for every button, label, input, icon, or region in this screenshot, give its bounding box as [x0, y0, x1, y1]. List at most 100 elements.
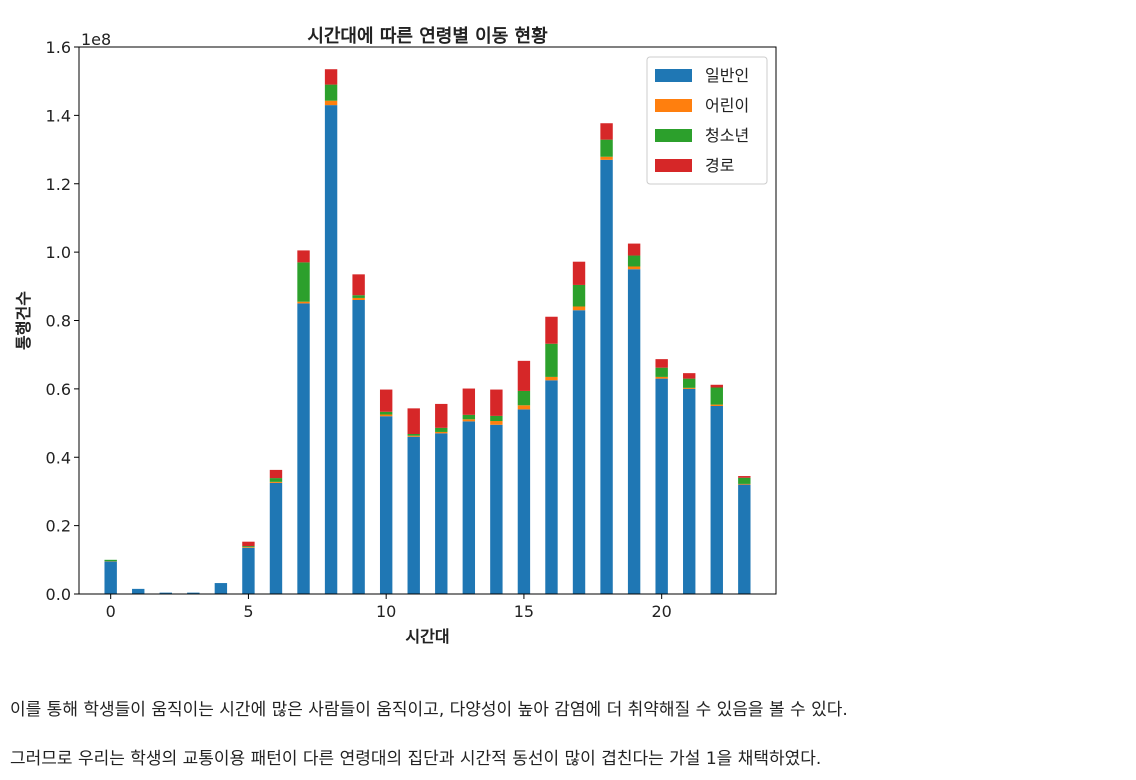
bar-경로-18 — [600, 123, 613, 140]
bar-일반인-12 — [435, 433, 448, 594]
bar-일반인-20 — [655, 378, 668, 594]
bar-일반인-5 — [242, 547, 255, 594]
bars-group — [104, 69, 751, 595]
bar-일반인-16 — [545, 380, 558, 594]
bar-청소년-16 — [545, 343, 558, 377]
legend-swatch-어린이 — [655, 99, 692, 112]
bar-경로-21 — [683, 373, 696, 379]
x-tick-label: 0 — [106, 602, 116, 621]
bar-일반인-1 — [132, 588, 145, 594]
bar-청소년-10 — [379, 411, 393, 415]
bar-경로-19 — [627, 243, 641, 256]
bar-청소년-18 — [600, 139, 613, 157]
bar-경로-17 — [572, 261, 586, 285]
bar-청소년-21 — [683, 378, 696, 388]
paragraph-2: 그러므로 우리는 학생의 교통이용 패턴이 다른 연령대의 집단과 시간적 동선… — [10, 749, 822, 769]
bar-경로-13 — [462, 388, 476, 415]
bar-일반인-19 — [627, 269, 641, 594]
bar-경로-20 — [655, 359, 668, 368]
legend-swatch-청소년 — [655, 129, 692, 142]
y-tick-label: 0.0 — [46, 585, 71, 604]
bar-일반인-2 — [159, 592, 172, 594]
bar-청소년-19 — [627, 255, 641, 267]
bar-어린이-11 — [407, 435, 420, 437]
bar-청소년-7 — [297, 262, 310, 302]
legend-swatch-경로 — [655, 159, 692, 172]
bar-일반인-0 — [104, 561, 117, 594]
bar-청소년-23 — [738, 477, 751, 484]
bar-경로-15 — [517, 360, 531, 391]
bar-어린이-6 — [269, 481, 283, 483]
x-axis-label: 시간대 — [405, 627, 449, 646]
y-tick-label: 0.2 — [46, 517, 71, 536]
x-tick-label: 15 — [514, 602, 534, 621]
legend-label-경로: 경로 — [705, 156, 734, 175]
legend-label-청소년: 청소년 — [705, 126, 749, 145]
bar-일반인-23 — [738, 484, 751, 594]
bar-어린이-22 — [710, 404, 723, 406]
bar-어린이-18 — [600, 156, 613, 160]
bar-어린이-17 — [572, 306, 586, 311]
bar-경로-10 — [379, 389, 393, 412]
bar-청소년-17 — [572, 284, 586, 307]
bar-일반인-8 — [324, 105, 338, 595]
bar-청소년-13 — [462, 414, 476, 420]
bar-일반인-9 — [352, 299, 365, 594]
paragraph-1: 이를 통해 학생들이 움직이는 시간에 많은 사람들이 움직이고, 다양성이 높… — [10, 700, 848, 720]
bar-청소년-14 — [490, 415, 503, 422]
y-offset-label: 1e8 — [81, 30, 111, 49]
bar-일반인-15 — [517, 409, 531, 594]
bar-어린이-16 — [545, 376, 558, 381]
bar-경로-22 — [710, 384, 723, 388]
y-tick-label: 0.8 — [46, 312, 71, 331]
bar-일반인-7 — [297, 303, 310, 594]
bar-어린이-8 — [324, 100, 338, 106]
bar-어린이-23 — [738, 483, 751, 485]
bar-청소년-22 — [710, 387, 723, 405]
x-tick-label: 5 — [243, 602, 253, 621]
bar-경로-16 — [545, 316, 558, 344]
legend-label-일반인: 일반인 — [705, 66, 749, 85]
stacked-bar-chart: 0.0 0.2 0.4 0.6 0.8 1.0 1.2 1.4 1.6 0 5 10 15 20 1e8 시간… — [14, 26, 777, 646]
bar-어린이-7 — [297, 301, 310, 304]
bar-어린이-10 — [379, 414, 393, 417]
y-tick-label: 1.4 — [46, 106, 71, 125]
bar-일반인-13 — [462, 421, 476, 594]
bar-청소년-15 — [517, 390, 531, 406]
bar-일반인-4 — [214, 583, 228, 594]
bar-어린이-12 — [435, 431, 448, 434]
bar-경로-8 — [324, 69, 338, 85]
bar-어린이-14 — [490, 421, 503, 425]
bar-청소년-0 — [104, 559, 117, 562]
bar-일반인-14 — [490, 424, 503, 594]
bar-경로-7 — [297, 250, 310, 263]
bar-일반인-3 — [187, 592, 200, 594]
x-tick-label: 20 — [651, 602, 671, 621]
bar-어린이-15 — [517, 405, 531, 410]
y-axis-label: 통행건수 — [14, 291, 33, 350]
bar-일반인-10 — [379, 416, 393, 594]
bar-어린이-20 — [655, 376, 668, 379]
y-tick-label: 0.6 — [46, 380, 71, 399]
bar-경로-14 — [490, 389, 503, 416]
bar-경로-23 — [738, 476, 751, 478]
bar-청소년-11 — [407, 434, 420, 436]
bar-어린이-5 — [242, 547, 255, 548]
bar-어린이-13 — [462, 419, 476, 422]
bar-경로-12 — [435, 403, 448, 428]
bar-청소년-20 — [655, 367, 668, 377]
y-tick-label: 1.6 — [46, 38, 71, 57]
legend-box — [646, 56, 768, 185]
legend-label-어린이: 어린이 — [705, 96, 749, 115]
bar-일반인-18 — [600, 159, 613, 594]
bar-청소년-12 — [435, 427, 448, 432]
bar-청소년-6 — [269, 478, 283, 482]
bar-어린이-21 — [683, 387, 696, 389]
bar-청소년-9 — [352, 295, 365, 298]
bar-경로-6 — [269, 469, 283, 479]
axes-group: 0.0 0.2 0.4 0.6 0.8 1.0 1.2 1.4 1.6 0 5 10 15 20 1e8 시간… — [14, 26, 777, 646]
bar-일반인-11 — [407, 436, 420, 594]
bar-일반인-17 — [572, 310, 586, 594]
bar-일반인-6 — [269, 482, 283, 594]
